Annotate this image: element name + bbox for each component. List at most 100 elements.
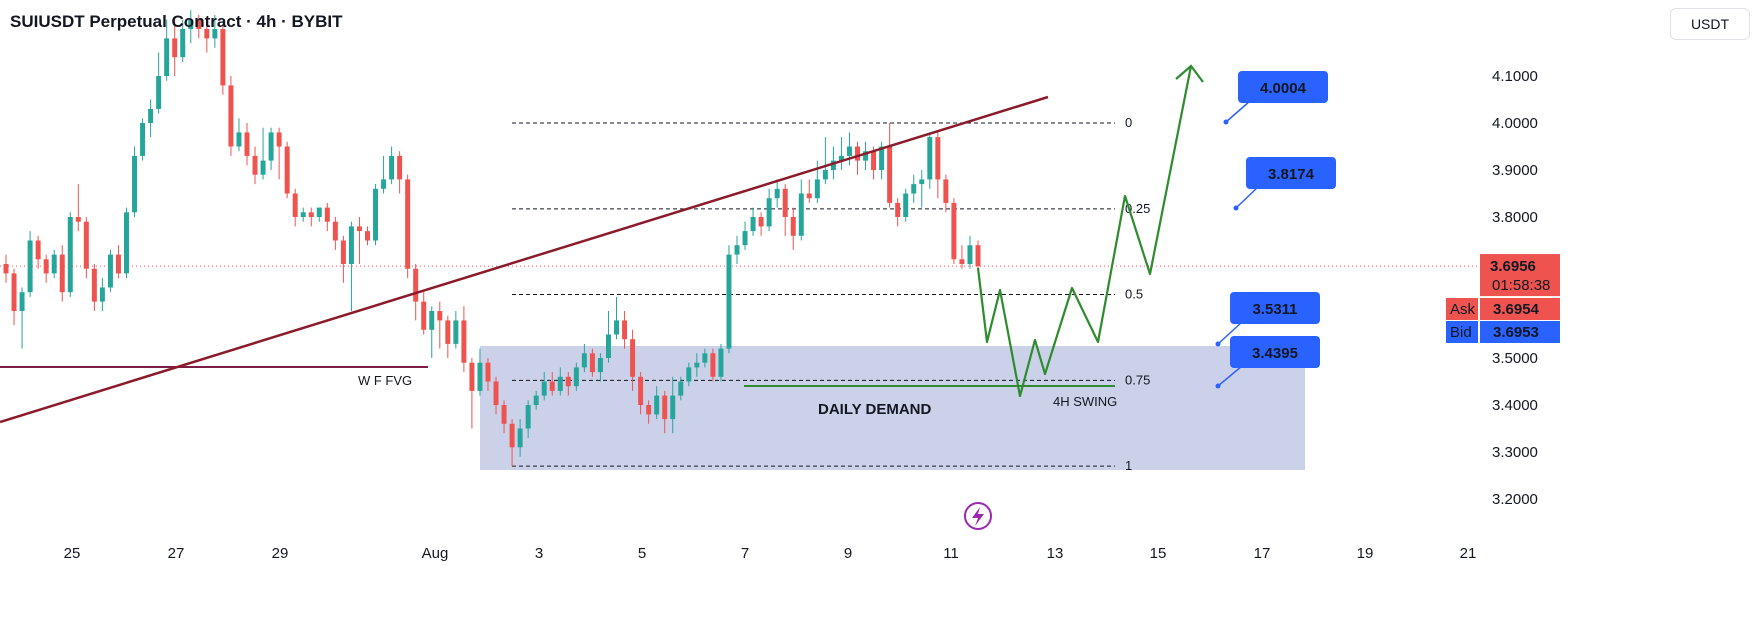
ask-value: 3.6954 [1493, 301, 1540, 318]
candle-body [541, 381, 547, 396]
candle-body [35, 240, 41, 260]
candle-body [501, 405, 507, 424]
callout-anchor [1215, 341, 1221, 347]
candle-body [742, 231, 748, 246]
candle-body [766, 198, 772, 227]
candle-body [204, 29, 210, 39]
x-tick-label: 27 [168, 545, 185, 562]
currency-button[interactable]: USDT [1670, 8, 1750, 40]
candle-body [107, 254, 113, 288]
candle-body [565, 376, 571, 387]
candle-body [356, 226, 362, 232]
callout-pointer [1235, 186, 1259, 209]
candle-body [750, 217, 756, 232]
candle-body [895, 202, 901, 217]
candle-body [855, 146, 860, 161]
candle-body [228, 85, 234, 147]
candle-body [967, 245, 973, 264]
candle-body [525, 405, 531, 429]
callout-anchor [1223, 119, 1229, 125]
y-tick-label: 3.2000 [1492, 491, 1538, 508]
candle-body [429, 311, 435, 330]
fib-label: 1 [1125, 458, 1132, 473]
x-tick-label: 29 [272, 545, 289, 562]
candle-body [838, 155, 844, 161]
candle-body [292, 193, 298, 217]
callout-pointer [1217, 321, 1243, 345]
candle-body [172, 38, 178, 58]
current-price-value: 3.6956 [1490, 258, 1536, 275]
candle-body [927, 137, 933, 180]
candle-body [59, 254, 65, 293]
candle-body [405, 179, 411, 269]
drawings: W F FVG DAILY DEMAND 4H SWING 4.0004 3.8174 3… [0, 64, 1336, 530]
candle-body [220, 29, 226, 86]
candle-body [605, 334, 611, 358]
candle-body [67, 217, 73, 293]
x-tick-label: 11 [943, 545, 959, 562]
candle-body [975, 245, 981, 267]
candle-body [124, 212, 129, 274]
candle-body [782, 188, 788, 217]
candle-body [694, 362, 700, 368]
candle-body [27, 240, 33, 293]
candle-body [445, 320, 451, 344]
candle-body [517, 428, 523, 448]
candle-body [324, 207, 330, 222]
candle-body [871, 151, 877, 170]
candle-body [863, 151, 869, 161]
candle-body [75, 217, 81, 222]
candle-body [236, 132, 242, 147]
target-label-box [1238, 71, 1328, 103]
callout-pointer [1217, 365, 1243, 387]
candle-body [718, 348, 724, 377]
candle-body [43, 259, 49, 274]
x-tick-label: Aug [422, 545, 449, 562]
candle-body [822, 170, 828, 180]
lightning-icon [964, 502, 992, 530]
x-tick-label: 5 [638, 545, 646, 562]
y-tick-label: 3.9000 [1492, 162, 1538, 179]
demand-zone [480, 346, 1305, 470]
candle-body [308, 212, 314, 217]
countdown: 01:58:38 [1492, 277, 1550, 294]
candle-body [814, 179, 820, 199]
candle-body [373, 188, 379, 241]
candle-body [453, 320, 459, 344]
x-tick-label: 15 [1150, 545, 1167, 562]
candle-body [686, 367, 692, 382]
candle-body [935, 137, 941, 180]
candle-body [509, 423, 515, 448]
candle-body [140, 123, 146, 156]
bid-label-box [1446, 321, 1478, 343]
candle-body [959, 259, 965, 264]
callout-pointer [1225, 100, 1251, 123]
y-tick-label: 4.0000 [1492, 115, 1538, 132]
candle-body [678, 381, 684, 396]
candle-body [662, 395, 668, 420]
candle-body [798, 193, 804, 236]
bid-label: Bid [1450, 324, 1472, 341]
candle-body [533, 395, 539, 405]
x-tick-label: 19 [1357, 545, 1374, 562]
candle-body [614, 320, 620, 335]
candle-body [316, 207, 322, 217]
y-tick-label: 3.3000 [1492, 444, 1538, 461]
target-label: 3.5311 [1252, 301, 1297, 318]
candle-body [284, 146, 290, 194]
lightning-glyph [972, 507, 984, 526]
candle-body [164, 38, 170, 76]
candle-body [557, 376, 563, 391]
candle-body [919, 179, 925, 185]
candle-body [437, 311, 443, 321]
candle-body [477, 362, 483, 391]
x-tick-label: 7 [741, 545, 749, 562]
candle-body [493, 381, 499, 405]
candle-body [156, 76, 162, 109]
candle-body [734, 245, 740, 255]
ask-label: Ask [1450, 301, 1476, 318]
candle-body [115, 254, 121, 274]
candle-body [589, 353, 595, 373]
candle-body [180, 29, 186, 58]
